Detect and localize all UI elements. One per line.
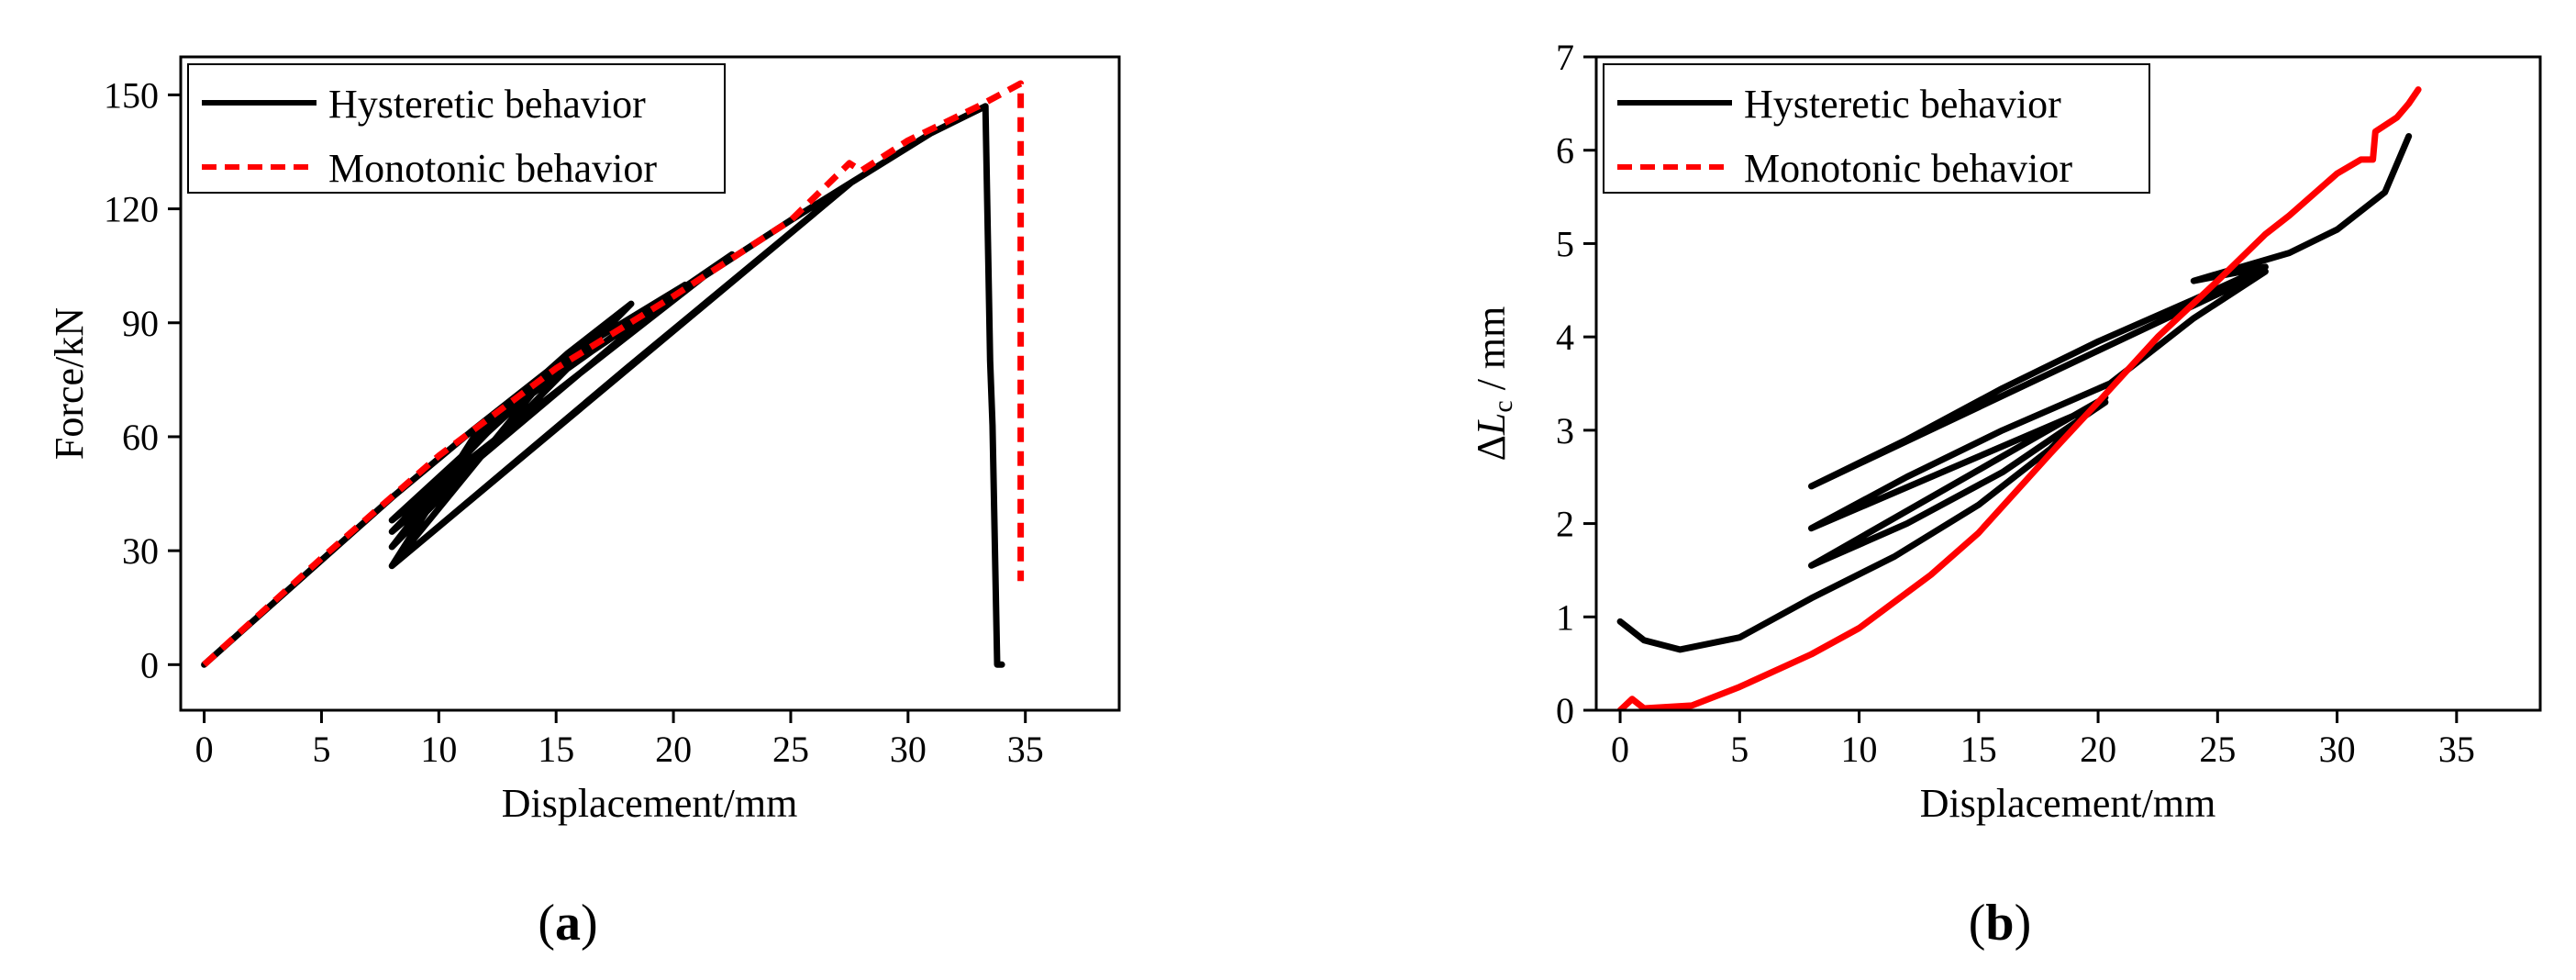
y-tick-label-a-4: 120 [104,189,159,230]
x-tick-label-b-5: 25 [2199,729,2236,770]
y-tick-label-a-1: 30 [122,530,159,572]
x-axis-label-b: Displacement/mm [1920,781,2216,826]
x-tick-label-b-3: 15 [1960,729,1997,770]
y-tick-label-b-4: 4 [1556,317,1574,358]
legend-b: Hysteretic behavior Monotonic behavior [1603,63,2150,194]
x-tick-label-a-4: 20 [655,729,692,770]
y-tick-label-a-2: 60 [122,417,159,458]
y-tick-label-b-1: 1 [1556,596,1574,638]
chart-panel-a: 0 5 10 15 20 25 30 35 0 30 60 90 120 150 Displacement… [47,55,1121,952]
y-tick-label-b-2: 2 [1556,504,1574,545]
y-tick-label-b-7: 7 [1556,37,1574,78]
series-line-b-hysteretic [1616,133,2413,653]
legend-box-b [1603,63,2150,194]
plot-area-frame-b [1594,55,2542,712]
plot-area-frame-a [179,55,1121,712]
x-tick-label-b-6: 30 [2319,729,2356,770]
x-tick-label-a-6: 30 [890,729,927,770]
legend-label-monotonic-b: Monotonic behavior [1744,146,2072,191]
legend-label-hysteretic-b: Hysteretic behavior [1744,82,2061,127]
x-tick-label-b-1: 5 [1730,729,1749,770]
series-line-a-monotonic [202,80,1025,667]
y-tick-label-b-0: 0 [1556,690,1574,731]
x-tick-label-b-4: 20 [2080,729,2116,770]
y-tick-label-b-5: 5 [1556,223,1574,264]
y-axis-label-b: ΔLc / mm [1469,306,1518,462]
x-tick-label-b-0: 0 [1611,729,1629,770]
legend-box-a [187,63,726,194]
legend-label-monotonic-a: Monotonic behavior [328,146,657,191]
x-tick-label-a-3: 15 [538,729,574,770]
x-tick-label-a-5: 25 [772,729,809,770]
series-line-b-monotonic [1616,86,2422,710]
legend-label-hysteretic-a: Hysteretic behavior [328,82,646,127]
y-tick-label-a-5: 150 [104,74,159,116]
x-tick-label-b-2: 10 [1841,729,1878,770]
y-tick-label-a-0: 0 [140,644,159,685]
legend-a: Hysteretic behavior Monotonic behavior [187,63,726,194]
y-tick-label-b-6: 6 [1556,130,1574,172]
y-tick-label-a-3: 90 [122,303,159,344]
x-tick-label-b-7: 35 [2438,729,2475,770]
y-axis-label-a: Force/kN [47,307,92,460]
x-tick-label-a-2: 10 [420,729,457,770]
panel-label-a: (a) [538,895,597,952]
y-tick-label-b-3: 3 [1556,410,1574,451]
chart-panel-b: 0 5 10 15 20 25 30 35 0 1 2 3 4 5 6 7 Displacement/mm Δ… [1469,37,2542,952]
x-axis-label-a: Displacement/mm [502,781,798,826]
panel-label-b: (b) [1969,895,2031,952]
x-tick-label-a-7: 35 [1007,729,1044,770]
x-tick-label-a-0: 0 [195,729,214,770]
x-tick-label-a-1: 5 [312,729,330,770]
